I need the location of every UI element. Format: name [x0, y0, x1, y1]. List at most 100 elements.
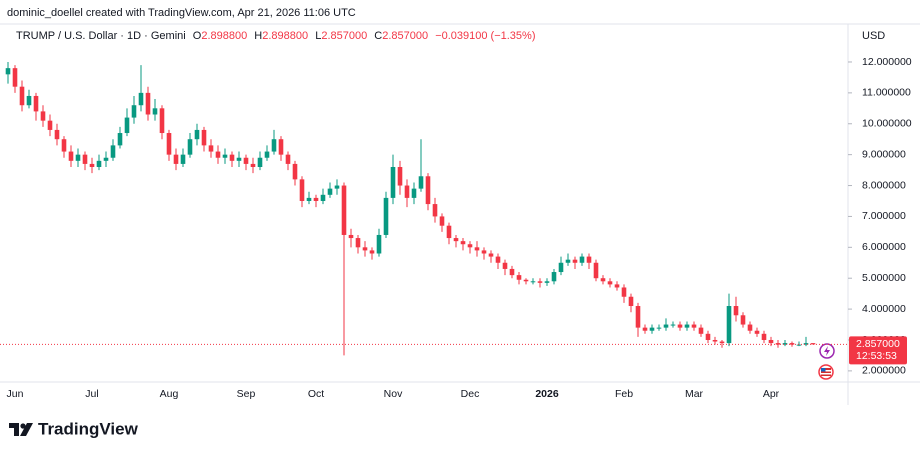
candle-body — [719, 341, 725, 344]
candle-body — [75, 154, 81, 161]
candle-body — [383, 197, 389, 235]
candle-body — [425, 176, 431, 205]
candle-body — [642, 327, 648, 331]
candle-body — [397, 167, 403, 186]
candle-body — [68, 151, 74, 161]
candle-body — [19, 86, 25, 106]
candle-body — [705, 333, 711, 340]
candle-body — [390, 167, 396, 198]
candle-body — [306, 197, 312, 201]
candle-body — [537, 281, 543, 283]
y-tick-label: 4.000000 — [862, 303, 906, 315]
status-value: 2.898800 — [201, 30, 247, 42]
candle-body — [502, 262, 508, 269]
candle-body — [201, 129, 207, 146]
candle-body — [782, 343, 788, 345]
candle-body — [348, 234, 354, 239]
candle-body — [194, 129, 200, 140]
candle-body — [803, 343, 809, 345]
candle-body — [691, 324, 697, 328]
status-value: 2.857000 — [382, 30, 428, 42]
candle-body — [138, 92, 144, 106]
flag-icon — [818, 364, 834, 380]
candle-body — [208, 145, 214, 152]
candle-body — [12, 68, 18, 87]
candle-body — [243, 157, 249, 164]
candle-body — [810, 343, 816, 345]
candle-body — [285, 154, 291, 164]
candle-body — [229, 154, 235, 161]
credit: dominic_doellel created with TradingView… — [7, 7, 356, 19]
candle-body — [5, 68, 11, 75]
candle-body — [110, 145, 116, 158]
y-tick-label: 9.000000 — [862, 148, 906, 160]
status-change: −0.039100 (−1.35%) — [435, 30, 535, 42]
candle-body — [481, 250, 487, 254]
candle-body — [474, 247, 480, 251]
candle-body — [236, 157, 242, 161]
candle-body — [26, 95, 32, 106]
candle-body — [670, 324, 676, 326]
x-tick-label: Jul — [85, 388, 98, 400]
candle-body — [712, 339, 718, 342]
candle-body — [565, 259, 571, 263]
candle-body — [61, 139, 67, 152]
candle-body — [453, 238, 459, 242]
candle-body — [600, 278, 606, 282]
status-key: C — [374, 30, 382, 42]
candle-body — [54, 129, 60, 140]
price-tag — [849, 336, 907, 365]
candle-body — [327, 188, 333, 195]
candle-body — [488, 253, 494, 257]
countdown: 12:53:53 — [856, 350, 897, 362]
candle-body — [271, 139, 277, 152]
candle-body — [551, 272, 557, 282]
candle-body — [292, 163, 298, 180]
y-tick-label: 12.000000 — [862, 56, 912, 68]
logo: TradingView — [9, 419, 139, 438]
price-tag-label: 2.857000 — [856, 338, 900, 350]
status-key: L — [315, 30, 321, 42]
candle-body — [376, 234, 382, 254]
candle-body — [509, 268, 515, 276]
y-tick-label: 10.000000 — [862, 118, 912, 130]
candle-body — [257, 157, 263, 168]
candle-body — [152, 108, 158, 115]
candle-body — [82, 154, 88, 164]
candle-body — [740, 315, 746, 325]
candle-body — [614, 284, 620, 288]
x-tick-label: Feb — [615, 388, 633, 400]
candle-body — [180, 154, 186, 164]
candle-body — [313, 197, 319, 201]
candle-body — [684, 324, 690, 328]
candle-body — [215, 151, 221, 158]
x-tick-label: Apr — [763, 388, 780, 400]
candle-body — [530, 281, 536, 283]
candle-body — [320, 194, 326, 201]
candle-body — [404, 185, 410, 198]
candle-body — [33, 95, 39, 112]
y-tick-label: 8.000000 — [862, 179, 906, 191]
y-tick-label: 11.000000 — [862, 87, 911, 99]
chart-title: TRUMP / U.S. Dollar · 1D · Gemini O2.898… — [16, 30, 536, 42]
candle-body — [607, 281, 613, 285]
candle-body — [495, 256, 501, 263]
candle-body — [131, 105, 137, 118]
candle-body — [698, 327, 704, 334]
candle-body — [775, 343, 781, 345]
status-value: 2.898800 — [262, 30, 308, 42]
candle-body — [593, 262, 599, 279]
symbol-title: TRUMP / U.S. Dollar · 1D · Gemini — [16, 30, 186, 42]
candle-body — [544, 281, 550, 283]
y-tick-label: 7.000000 — [862, 210, 906, 222]
candle-body — [467, 244, 473, 248]
candle-body — [754, 330, 760, 334]
candle-body — [635, 306, 641, 328]
candle-body — [460, 241, 466, 245]
status-key: H — [254, 30, 262, 42]
y-tick-label: 5.000000 — [862, 272, 906, 284]
status-value: 2.857000 — [321, 30, 367, 42]
candle-body — [572, 259, 578, 263]
candle-body — [761, 333, 767, 340]
candle-body — [362, 247, 368, 251]
